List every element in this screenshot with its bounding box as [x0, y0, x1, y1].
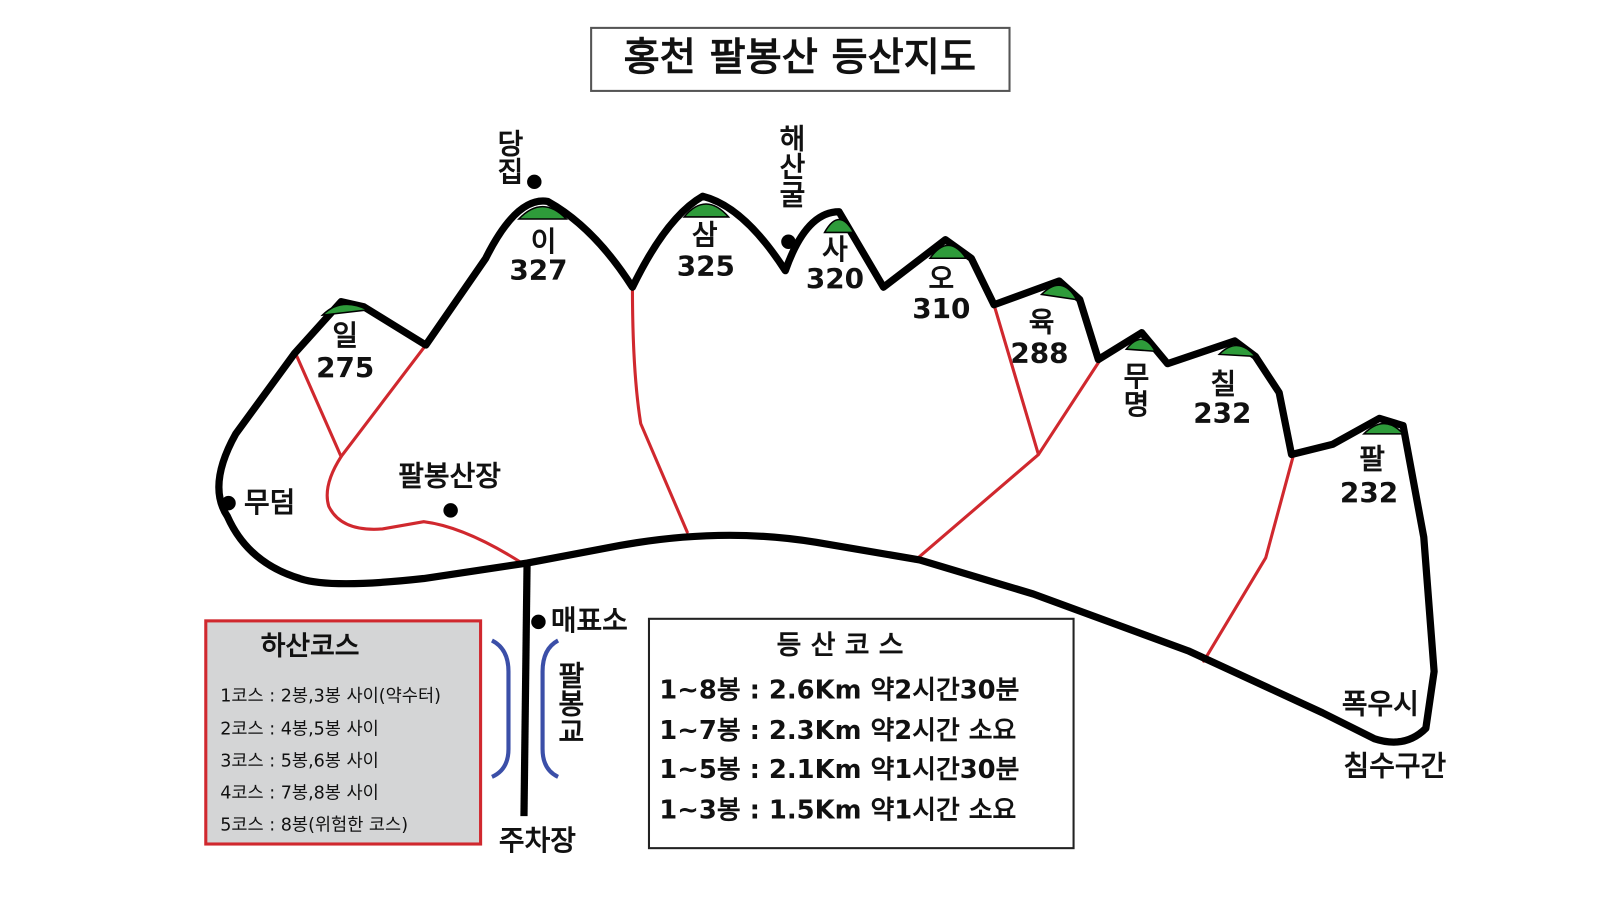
peak-elevation: 232	[1193, 396, 1251, 429]
peak-elevation: 325	[677, 250, 735, 283]
place-dot	[221, 495, 236, 511]
place-dot	[527, 174, 542, 190]
place-label: 당집	[492, 129, 525, 185]
ridge	[215, 192, 1438, 746]
note: 침수구간	[1344, 750, 1447, 783]
peak-name: 칠	[1211, 367, 1237, 400]
peak-elevation: 320	[806, 262, 864, 295]
note: 폭우시	[1342, 688, 1419, 721]
peak-elevation: 310	[912, 292, 970, 325]
descent-box	[204, 619, 483, 846]
descent-item: 4코스 : 7봉,8봉 사이	[220, 783, 379, 803]
place-label: 주차장	[499, 824, 576, 857]
peak-name: 팔	[1359, 443, 1385, 476]
hiking-item: 1~3봉 : 1.5Km 약1시간 소요	[659, 795, 1016, 825]
place-label: 팔봉산장	[398, 459, 501, 492]
place-label: 매표소	[551, 604, 628, 637]
bridge-bracket	[490, 638, 511, 779]
peak-caps	[320, 203, 1405, 435]
peak-elevation: 232	[1340, 476, 1398, 509]
peak-cap	[1217, 344, 1258, 358]
descent-item: 1코스 : 2봉,3봉 사이(약수터)	[220, 686, 441, 706]
peak-cap	[516, 205, 569, 220]
peak-cap	[1361, 422, 1405, 435]
descent-title: 하산코스	[261, 631, 360, 662]
peak-name: 사	[822, 233, 848, 266]
trails	[293, 285, 1296, 663]
title: 홍천 팔봉산 등산지도	[624, 35, 976, 80]
place-dot	[781, 234, 796, 249]
peak-elevation: 327	[509, 254, 567, 287]
peak-name: 육	[1029, 305, 1055, 338]
peak-elevation: 288	[1010, 336, 1068, 369]
peak-cap	[1039, 284, 1079, 301]
bridge-bracket	[540, 638, 560, 779]
hiking-box	[647, 617, 1075, 850]
place-dot	[443, 503, 458, 518]
place-label: 무덤	[244, 486, 295, 519]
hiking-item: 1~7봉 : 2.3Km 약2시간 소요	[659, 716, 1016, 746]
peak-name: 이	[531, 225, 557, 258]
trail	[293, 349, 343, 459]
peak-cap	[682, 203, 731, 218]
peak-cap	[1124, 338, 1157, 353]
trail	[325, 343, 524, 565]
trail	[630, 285, 689, 534]
peak-name: 무명	[1118, 362, 1151, 418]
peak-name: 일	[332, 319, 358, 352]
peak-cap	[928, 244, 968, 260]
peak-elevation: 275	[316, 351, 374, 384]
descent-item: 2코스 : 4봉,5봉 사이	[220, 719, 379, 739]
road	[520, 562, 531, 817]
peak-name: 삼	[692, 219, 718, 252]
hiking-title: 등 산 코 스	[777, 630, 904, 661]
trail	[912, 303, 1102, 563]
peak-cap	[823, 218, 855, 234]
hiking-item: 1~8봉 : 2.6Km 약2시간30분	[659, 676, 1019, 706]
place-label: 해산굴	[774, 124, 807, 208]
title-box	[590, 26, 1011, 92]
place-dot	[531, 614, 546, 630]
trail	[1202, 453, 1296, 663]
place-label: 팔봉교	[553, 661, 586, 745]
descent-item: 5코스 : 8봉(위험한 코스)	[220, 815, 408, 835]
peak-name: 오	[929, 262, 955, 295]
descent-item: 3코스 : 5봉,6봉 사이	[220, 751, 379, 771]
hiking-item: 1~5봉 : 2.1Km 약1시간30분	[659, 755, 1019, 785]
peak-cap	[320, 303, 371, 317]
